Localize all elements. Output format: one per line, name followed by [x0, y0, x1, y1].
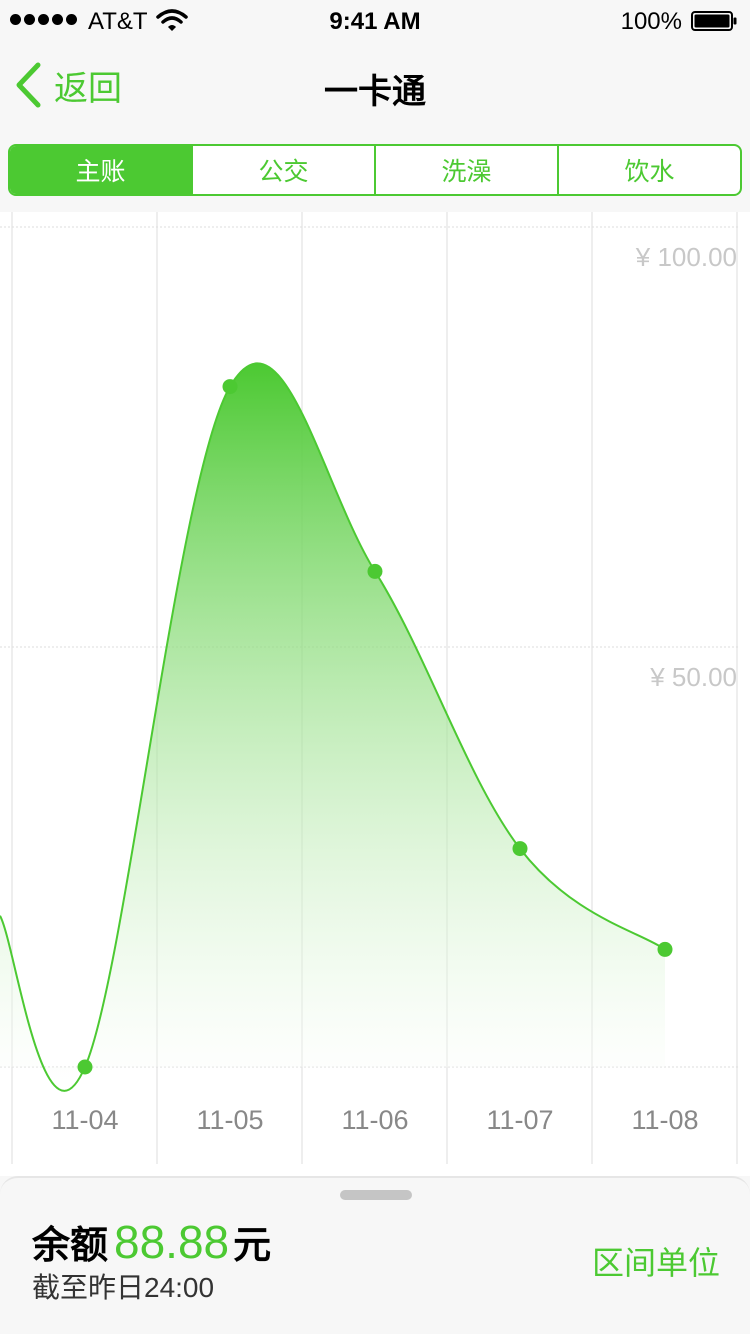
- status-time: 9:41 AM: [329, 8, 421, 35]
- data-point-11-04[interactable]: [77, 1059, 93, 1075]
- balance-panel: 余额 88.88 元 截至昨日24:00 区间单位: [0, 1176, 750, 1334]
- signal-strength-icon: [10, 14, 77, 25]
- status-bar: AT&T 9:41 AM 100%: [0, 0, 750, 40]
- balance-amount: 88.88: [114, 1216, 230, 1268]
- data-point-11-07[interactable]: [512, 841, 528, 857]
- balance-as-of: 截至昨日24:00: [32, 1272, 215, 1303]
- area-chart: ¥ 100.00 ¥ 50.00 11-04 11-05 11-06 11-07 11-08: [0, 212, 738, 1164]
- data-point-11-08[interactable]: [657, 941, 673, 957]
- x-category-label: 11-07: [486, 1105, 553, 1135]
- series-line: [0, 362, 666, 1092]
- account-segmented-control: 主账 公交 洗澡 饮水: [8, 144, 742, 196]
- segment-bus[interactable]: 公交: [191, 146, 374, 194]
- balance-chart: ¥ 100.00 ¥ 50.00 11-04 11-05 11-06 11-07 11-08: [0, 212, 750, 1176]
- battery-percentage: 100%: [620, 8, 682, 35]
- carrier-name: AT&T: [88, 8, 148, 35]
- x-category-label: 11-06: [341, 1105, 408, 1135]
- data-point-11-05[interactable]: [222, 379, 238, 395]
- back-button[interactable]: 返回: [14, 62, 122, 108]
- y-tick-label: ¥ 50.00: [649, 662, 737, 692]
- y-tick-label: ¥ 100.00: [635, 242, 737, 272]
- x-category-label: 11-08: [631, 1105, 698, 1135]
- wifi-icon: [156, 9, 188, 31]
- segment-shower[interactable]: 洗澡: [374, 146, 557, 194]
- range-unit-button[interactable]: 区间单位: [591, 1245, 720, 1281]
- back-label: 返回: [54, 69, 122, 108]
- data-point-11-06[interactable]: [367, 563, 383, 579]
- area-fill: [0, 363, 665, 1091]
- segment-water[interactable]: 饮水: [557, 146, 740, 194]
- battery-icon: [691, 11, 737, 31]
- navigation-bar: 返回 一卡通: [0, 40, 750, 128]
- balance-summary: 余额 88.88 元: [32, 1214, 271, 1269]
- balance-currency-unit: 元: [233, 1225, 272, 1267]
- x-category-label: 11-04: [51, 1105, 118, 1135]
- chevron-left-icon: [16, 62, 41, 108]
- page-title: 一卡通: [324, 73, 426, 111]
- balance-label: 余额: [32, 1225, 109, 1267]
- segment-main-account[interactable]: 主账: [10, 146, 191, 194]
- x-category-label: 11-05: [196, 1105, 263, 1135]
- drag-handle[interactable]: [340, 1190, 412, 1200]
